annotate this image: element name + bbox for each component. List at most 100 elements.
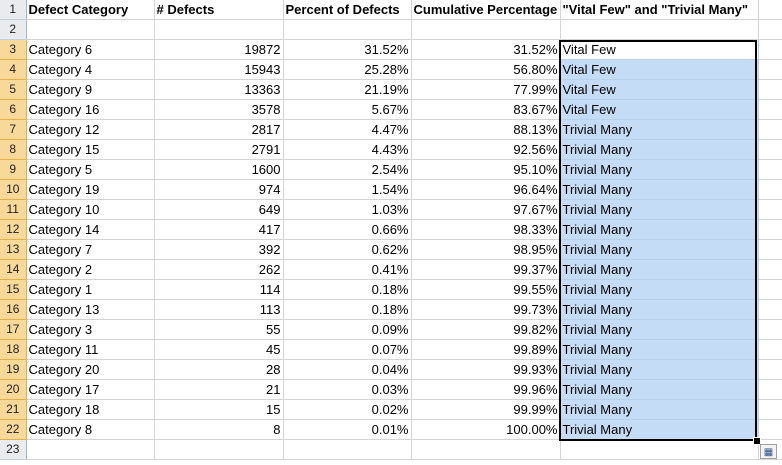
- header-vital-trivial[interactable]: "Vital Few" and "Trivial Many": [560, 0, 759, 20]
- percent-cell[interactable]: 0.18%: [283, 279, 412, 300]
- cumulative-cell[interactable]: 97.67%: [411, 199, 561, 220]
- defects-cell[interactable]: 114: [154, 279, 284, 300]
- cumulative-cell[interactable]: 99.55%: [411, 279, 561, 300]
- cumulative-cell[interactable]: 99.96%: [411, 379, 561, 400]
- category-cell[interactable]: Category 5: [26, 159, 155, 180]
- category-cell[interactable]: Category 15: [26, 139, 155, 160]
- classification-cell[interactable]: Trivial Many: [560, 279, 759, 300]
- percent-cell[interactable]: 0.41%: [283, 259, 412, 280]
- category-cell[interactable]: Category 13: [26, 299, 155, 320]
- classification-cell[interactable]: Vital Few: [560, 59, 759, 80]
- cumulative-cell[interactable]: 77.99%: [411, 79, 561, 100]
- row-header[interactable]: 22: [0, 419, 27, 440]
- category-cell[interactable]: Category 19: [26, 179, 155, 200]
- cumulative-cell[interactable]: 99.73%: [411, 299, 561, 320]
- row-header[interactable]: 8: [0, 139, 27, 160]
- category-cell[interactable]: Category 8: [26, 419, 155, 440]
- row-header[interactable]: 1: [0, 0, 27, 20]
- defects-cell[interactable]: 45: [154, 339, 284, 360]
- category-cell[interactable]: Category 7: [26, 239, 155, 260]
- percent-cell[interactable]: 1.54%: [283, 179, 412, 200]
- defects-cell[interactable]: 113: [154, 299, 284, 320]
- percent-cell[interactable]: 0.07%: [283, 339, 412, 360]
- defects-cell[interactable]: 8: [154, 419, 284, 440]
- category-cell[interactable]: Category 2: [26, 259, 155, 280]
- row-header[interactable]: 20: [0, 379, 27, 400]
- classification-cell[interactable]: Trivial Many: [560, 379, 759, 400]
- cumulative-cell[interactable]: 98.95%: [411, 239, 561, 260]
- cumulative-cell[interactable]: 95.10%: [411, 159, 561, 180]
- percent-cell[interactable]: 21.19%: [283, 79, 412, 100]
- classification-cell[interactable]: Trivial Many: [560, 199, 759, 220]
- category-cell[interactable]: Category 1: [26, 279, 155, 300]
- category-cell[interactable]: Category 10: [26, 199, 155, 220]
- empty-cell[interactable]: [758, 319, 782, 340]
- row-header[interactable]: 16: [0, 299, 27, 320]
- classification-cell[interactable]: Trivial Many: [560, 319, 759, 340]
- percent-cell[interactable]: 0.18%: [283, 299, 412, 320]
- percent-cell[interactable]: 0.03%: [283, 379, 412, 400]
- percent-cell[interactable]: 0.09%: [283, 319, 412, 340]
- defects-cell[interactable]: 15943: [154, 59, 284, 80]
- classification-cell[interactable]: Trivial Many: [560, 299, 759, 320]
- empty-cell[interactable]: [283, 439, 412, 460]
- row-header[interactable]: 10: [0, 179, 27, 200]
- percent-cell[interactable]: 0.01%: [283, 419, 412, 440]
- empty-cell[interactable]: [758, 39, 782, 60]
- classification-cell[interactable]: Trivial Many: [560, 239, 759, 260]
- empty-cell[interactable]: [758, 99, 782, 120]
- empty-cell[interactable]: [758, 379, 782, 400]
- percent-cell[interactable]: 2.54%: [283, 159, 412, 180]
- percent-cell[interactable]: 4.43%: [283, 139, 412, 160]
- category-cell[interactable]: Category 6: [26, 39, 155, 60]
- defects-cell[interactable]: 55: [154, 319, 284, 340]
- classification-cell[interactable]: Vital Few: [560, 39, 759, 60]
- empty-cell[interactable]: [26, 439, 155, 460]
- empty-cell[interactable]: [758, 159, 782, 180]
- defects-cell[interactable]: 2817: [154, 119, 284, 140]
- defects-cell[interactable]: 392: [154, 239, 284, 260]
- paste-options-icon[interactable]: ▦: [760, 444, 777, 459]
- empty-cell[interactable]: [758, 259, 782, 280]
- header-defect-category[interactable]: Defect Category: [26, 0, 155, 20]
- row-header[interactable]: 6: [0, 99, 27, 120]
- empty-cell[interactable]: [758, 239, 782, 260]
- classification-cell[interactable]: Vital Few: [560, 79, 759, 100]
- category-cell[interactable]: Category 3: [26, 319, 155, 340]
- classification-cell[interactable]: Trivial Many: [560, 399, 759, 420]
- empty-cell[interactable]: [758, 199, 782, 220]
- category-cell[interactable]: Category 12: [26, 119, 155, 140]
- empty-cell[interactable]: [758, 339, 782, 360]
- category-cell[interactable]: Category 20: [26, 359, 155, 380]
- classification-cell[interactable]: Trivial Many: [560, 159, 759, 180]
- classification-cell[interactable]: Trivial Many: [560, 179, 759, 200]
- category-cell[interactable]: Category 18: [26, 399, 155, 420]
- empty-cell[interactable]: [758, 0, 782, 20]
- row-header[interactable]: 15: [0, 279, 27, 300]
- defects-cell[interactable]: 13363: [154, 79, 284, 100]
- row-header[interactable]: 3: [0, 39, 27, 60]
- defects-cell[interactable]: 19872: [154, 39, 284, 60]
- cumulative-cell[interactable]: 92.56%: [411, 139, 561, 160]
- classification-cell[interactable]: Trivial Many: [560, 359, 759, 380]
- row-header[interactable]: 5: [0, 79, 27, 100]
- empty-cell[interactable]: [758, 419, 782, 440]
- percent-cell[interactable]: 31.52%: [283, 39, 412, 60]
- header-percent[interactable]: Percent of Defects: [283, 0, 412, 20]
- row-header[interactable]: 12: [0, 219, 27, 240]
- row-header[interactable]: 17: [0, 319, 27, 340]
- empty-cell[interactable]: [758, 279, 782, 300]
- empty-cell[interactable]: [758, 139, 782, 160]
- cumulative-cell[interactable]: 56.80%: [411, 59, 561, 80]
- category-cell[interactable]: Category 4: [26, 59, 155, 80]
- row-header[interactable]: 14: [0, 259, 27, 280]
- cumulative-cell[interactable]: 31.52%: [411, 39, 561, 60]
- fill-handle[interactable]: [753, 437, 761, 445]
- header-cumulative[interactable]: Cumulative Percentage: [411, 0, 561, 20]
- row-header[interactable]: 21: [0, 399, 27, 420]
- empty-cell[interactable]: [758, 59, 782, 80]
- classification-cell[interactable]: Trivial Many: [560, 219, 759, 240]
- cumulative-cell[interactable]: 99.82%: [411, 319, 561, 340]
- percent-cell[interactable]: 5.67%: [283, 99, 412, 120]
- cumulative-cell[interactable]: 83.67%: [411, 99, 561, 120]
